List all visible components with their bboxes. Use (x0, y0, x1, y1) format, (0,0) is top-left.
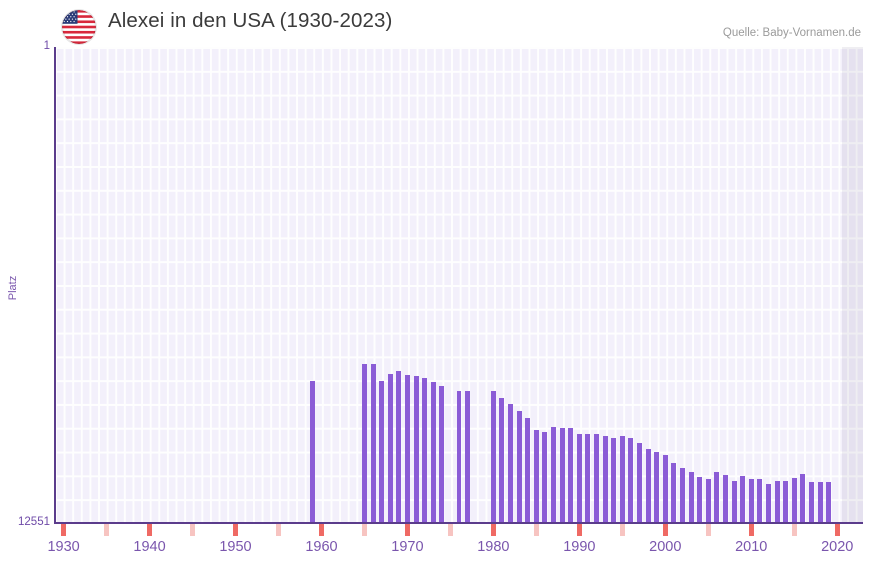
us-flag-icon (62, 10, 96, 44)
bar-1990[interactable] (576, 434, 582, 523)
y-axis-line (54, 47, 56, 524)
x-axis-line (55, 522, 863, 524)
bar-1982[interactable] (508, 404, 514, 523)
x-tick-mark-2015 (791, 524, 797, 536)
x-tick-mark-2005 (705, 524, 711, 536)
y-axis-bottom-tick-label: 12551 (18, 516, 50, 528)
bar-2001[interactable] (671, 463, 677, 523)
bar-2015[interactable] (791, 478, 797, 523)
chart-header: Alexei in den USA (1930-2023) Quelle: Ba… (0, 0, 873, 47)
bar-1976[interactable] (456, 391, 462, 523)
x-tick-label-1940: 1940 (133, 539, 166, 555)
x-tick-mark-1995 (619, 524, 625, 536)
bar-2009[interactable] (740, 476, 746, 523)
bar-1968[interactable] (387, 374, 393, 523)
x-tick-label-1950: 1950 (219, 539, 252, 555)
y-axis-title: Platz (7, 275, 19, 301)
bars-layer (55, 47, 863, 523)
bar-1993[interactable] (602, 436, 608, 523)
bar-2012[interactable] (765, 484, 771, 523)
bar-1972[interactable] (422, 378, 428, 523)
bar-2018[interactable] (817, 482, 823, 523)
bar-1989[interactable] (568, 428, 574, 523)
bar-1977[interactable] (465, 391, 471, 523)
x-tick-label-1980: 1980 (477, 539, 510, 555)
bar-1988[interactable] (559, 428, 565, 523)
x-tick-label-2020: 2020 (821, 539, 854, 555)
bar-2000[interactable] (662, 455, 668, 523)
bar-1966[interactable] (370, 364, 376, 523)
bar-1997[interactable] (637, 443, 642, 523)
bar-1991[interactable] (585, 434, 591, 523)
chart-title: Alexei in den USA (1930-2023) (108, 9, 393, 32)
bar-1985[interactable] (533, 430, 539, 523)
bar-1967[interactable] (379, 381, 385, 523)
bar-1981[interactable] (499, 398, 505, 523)
x-tick-label-2000: 2000 (649, 539, 682, 555)
x-tick-label-2010: 2010 (735, 539, 768, 555)
x-tick-label-1930: 1930 (47, 539, 80, 555)
x-tick-mark-1990 (576, 524, 582, 536)
bar-2007[interactable] (722, 475, 728, 523)
bar-2011[interactable] (757, 479, 763, 523)
bar-1987[interactable] (551, 427, 557, 523)
x-tick-mark-1945 (190, 524, 196, 536)
x-tick-mark-1965 (361, 524, 367, 536)
bar-2013[interactable] (774, 481, 780, 523)
bar-2016[interactable] (800, 474, 806, 523)
bar-2004[interactable] (697, 477, 703, 523)
x-axis-tick-labels: 1930 1940 1950 1960 1970 1980 1990 2000 2010 2020 (0, 539, 873, 563)
x-tick-mark-1930 (61, 524, 67, 536)
bar-2010[interactable] (748, 479, 754, 523)
bar-1994[interactable] (611, 438, 617, 523)
bar-2008[interactable] (731, 481, 737, 523)
bar-1983[interactable] (516, 411, 522, 523)
bar-2002[interactable] (680, 468, 685, 523)
x-tick-mark-1985 (533, 524, 539, 536)
forecast-band (841, 47, 863, 523)
x-tick-label-1960: 1960 (305, 539, 338, 555)
bar-2006[interactable] (714, 472, 720, 523)
bar-2017[interactable] (808, 482, 814, 523)
x-tick-mark-1970 (404, 524, 410, 536)
bar-1965[interactable] (361, 364, 367, 523)
bar-2014[interactable] (783, 481, 789, 523)
x-tick-mark-1950 (233, 524, 238, 536)
x-tick-mark-1935 (104, 524, 110, 536)
bar-1996[interactable] (628, 438, 634, 523)
bar-1970[interactable] (404, 375, 410, 523)
x-tick-mark-1980 (490, 524, 496, 536)
x-tick-mark-1940 (147, 524, 153, 536)
x-tick-mark-1960 (318, 524, 324, 536)
plot-area (55, 47, 863, 523)
bar-1974[interactable] (439, 386, 445, 523)
x-axis-tick-marks (55, 524, 863, 536)
y-axis-top-tick-label: 1 (43, 40, 50, 52)
bar-1995[interactable] (619, 436, 625, 523)
x-tick-mark-2010 (748, 524, 754, 536)
bar-1969[interactable] (396, 371, 402, 523)
bar-1998[interactable] (645, 449, 651, 523)
bar-1986[interactable] (542, 432, 548, 523)
source-label: Quelle: Baby-Vornamen.de (722, 27, 861, 39)
bar-1980[interactable] (490, 391, 496, 523)
x-tick-label-1970: 1970 (391, 539, 424, 555)
x-tick-mark-2020 (834, 524, 840, 536)
bar-1973[interactable] (430, 382, 436, 523)
bar-1971[interactable] (413, 376, 419, 523)
bar-1992[interactable] (594, 434, 600, 523)
x-tick-label-1990: 1990 (563, 539, 596, 555)
x-tick-mark-1955 (276, 524, 281, 536)
x-tick-mark-2000 (662, 524, 668, 536)
bar-1999[interactable] (654, 452, 660, 523)
bar-2019[interactable] (826, 482, 832, 523)
bar-2005[interactable] (705, 479, 711, 523)
bar-2003[interactable] (688, 472, 694, 523)
bar-1984[interactable] (525, 418, 531, 523)
bar-1959[interactable] (310, 381, 316, 523)
x-tick-mark-1975 (447, 524, 453, 536)
